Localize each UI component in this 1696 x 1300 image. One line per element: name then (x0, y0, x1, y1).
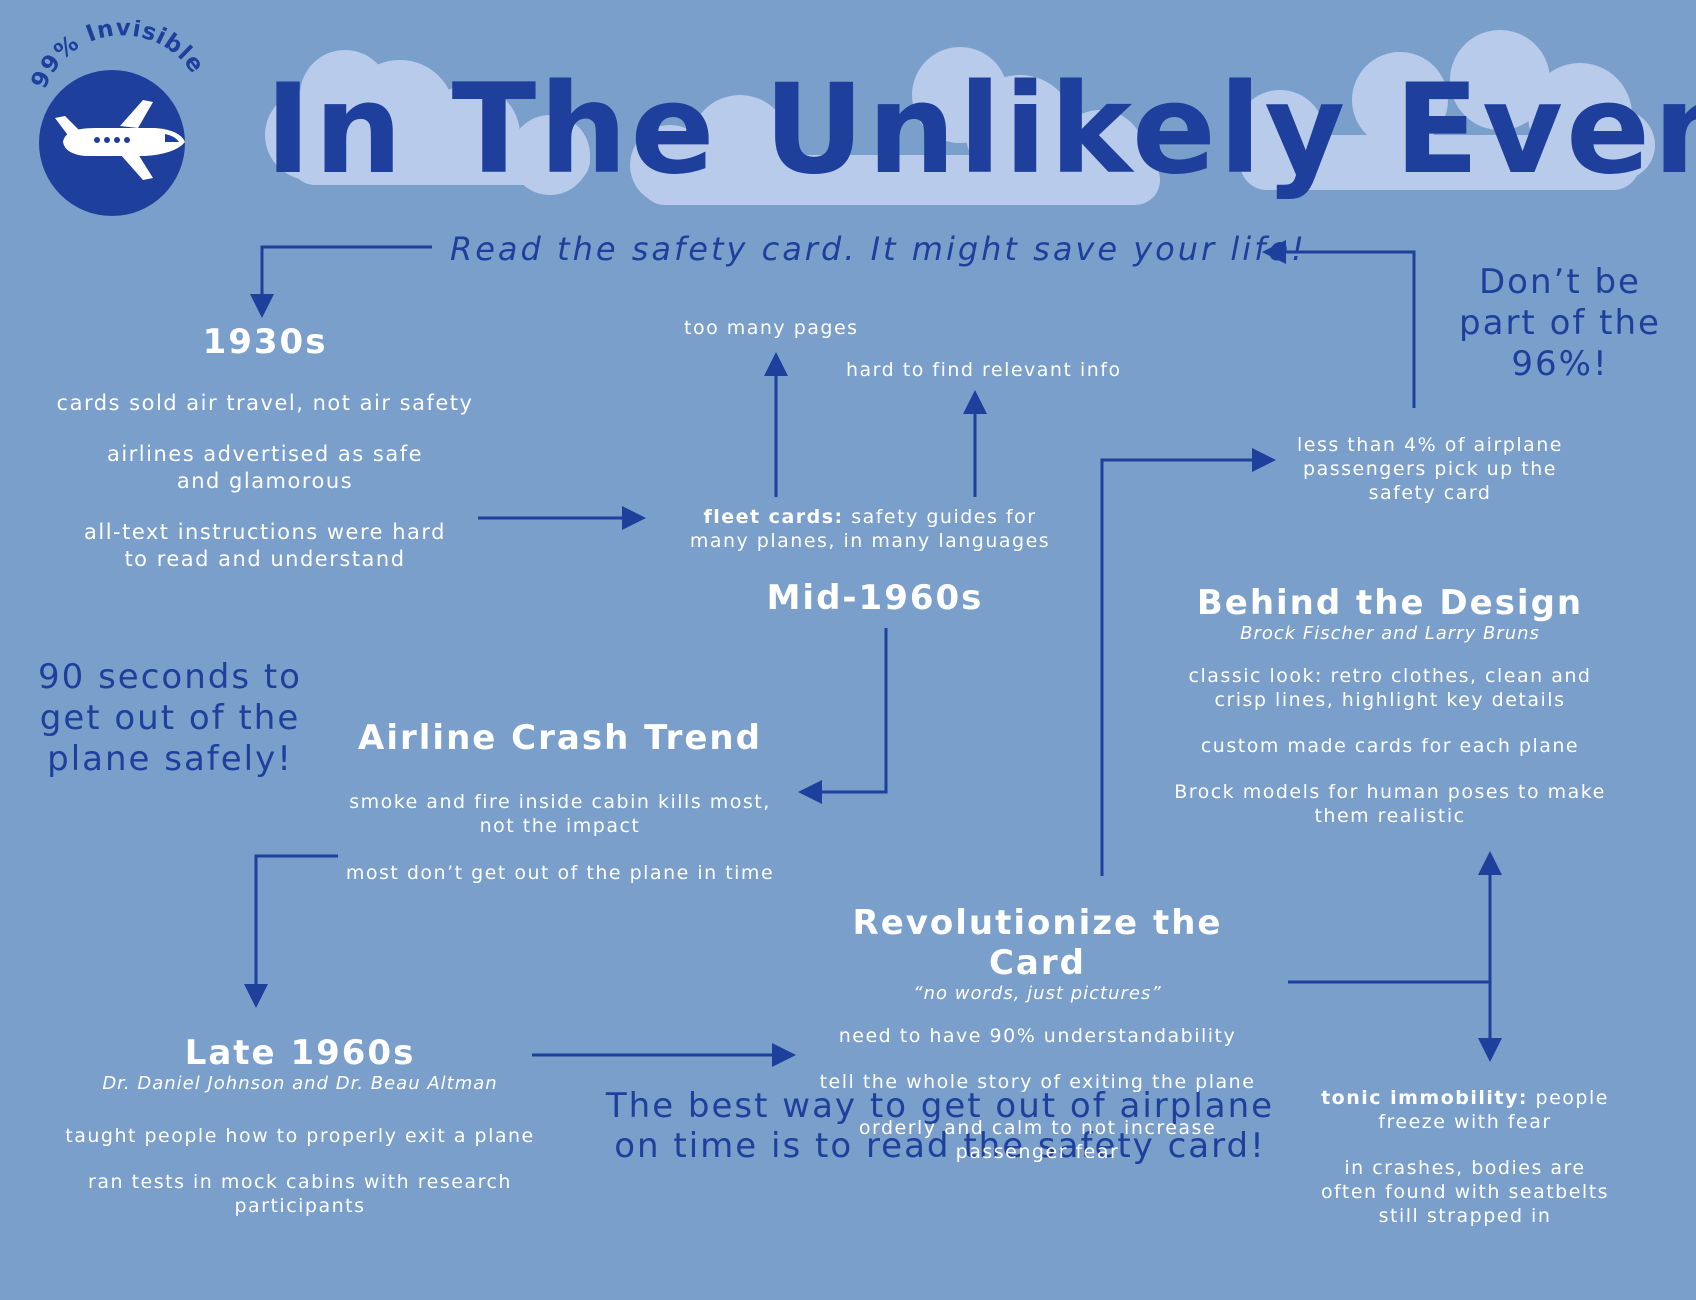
section-crash-heading: Airline Crash Trend (358, 718, 762, 758)
section-1930s-item: all-text instructions were hard to read … (83, 520, 447, 571)
tonic-immobility-description: people freeze with fear (1378, 1087, 1609, 1133)
subtitle: Read the safety card. It might save your… (450, 230, 1307, 268)
section-late1960s-item: taught people how to properly exit a pla… (65, 1125, 535, 1147)
logo (25, 30, 225, 230)
section-behind-item: classic look: retro clothes, clean and c… (1188, 665, 1592, 711)
section-late1960s: Late 1960s Dr. Daniel Johnson and Dr. Be… (20, 1033, 580, 1218)
section-late1960s-heading: Late 1960s (184, 1033, 416, 1073)
section-late1960s-byline: Dr. Daniel Johnson and Dr. Beau Altman (102, 1073, 498, 1094)
cloud-right (1235, 30, 1655, 190)
fleet-cards-label: fleet cards: (703, 506, 844, 528)
callout-best-way: The best way to get out of airplane on t… (605, 1086, 1275, 1166)
section-1930s-item: cards sold air travel, not air safety (56, 391, 474, 415)
logo-brand-text: 99% Invisible (26, 20, 208, 93)
section-1930s-heading: 1930s (202, 322, 328, 362)
fleet-cards-description: safety guides for many planes, in many l… (689, 506, 1051, 552)
section-1930s: 1930s cards sold air travel, not air saf… (40, 322, 490, 573)
section-revolutionize: Revolutionize the Card “no words, just p… (800, 903, 1275, 1164)
section-mid1960s-heading: Mid-1960s (766, 578, 984, 618)
tonic-immobility-label: tonic immobility: (1321, 1087, 1528, 1109)
tonic-immobility-text: tonic immobility: people freeze with fea… (1320, 1086, 1610, 1134)
problem-too-many-pages: too many pages (684, 317, 859, 339)
airplane-icon (39, 70, 185, 216)
section-revolutionize-item: need to have 90% understandability (838, 1025, 1237, 1047)
section-revolutionize-heading: Revolutionize the Card (852, 903, 1223, 983)
section-behind-byline: Brock Fischer and Larry Bruns (1240, 623, 1540, 644)
section-behind-heading: Behind the Design (1196, 583, 1584, 623)
section-1930s-item: airlines advertised as safe and glamorou… (106, 442, 424, 493)
section-revolutionize-item: orderly and calm to not increase passeng… (858, 1117, 1217, 1163)
problem-hard-to-find: hard to find relevant info (846, 359, 1122, 381)
section-behind-item: Brock models for human poses to make the… (1174, 781, 1606, 827)
cloud-middle (630, 47, 1160, 205)
cloud-left (265, 50, 590, 195)
callout-ninety-seconds: 90 seconds to get out of the plane safel… (38, 657, 302, 779)
section-behind: Behind the Design Brock Fischer and Larr… (1150, 583, 1630, 828)
section-crash-item: most don’t get out of the plane in time (345, 862, 775, 884)
page-title: In The Unlikely Event (265, 58, 1696, 202)
callout-dont-be: Don’t be part of the 96%! (1459, 262, 1661, 384)
tonic-immobility-item: in crashes, bodies are often found with … (1320, 1157, 1610, 1227)
section-tonic: tonic immobility: people freeze with fea… (1320, 1086, 1610, 1228)
stat-text: less than 4% of airplane passengers pick… (1296, 434, 1563, 504)
section-revolutionize-quote: “no words, just pictures” (913, 983, 1162, 1004)
section-behind-item: custom made cards for each plane (1200, 735, 1580, 757)
section-revolutionize-item: tell the whole story of exiting the plan… (819, 1071, 1256, 1093)
section-crash-item: smoke and fire inside cabin kills most, … (349, 791, 771, 837)
section-late1960s-item: ran tests in mock cabins with research p… (88, 1171, 512, 1217)
fleet-cards-text: fleet cards: safety guides for many plan… (670, 505, 1070, 553)
